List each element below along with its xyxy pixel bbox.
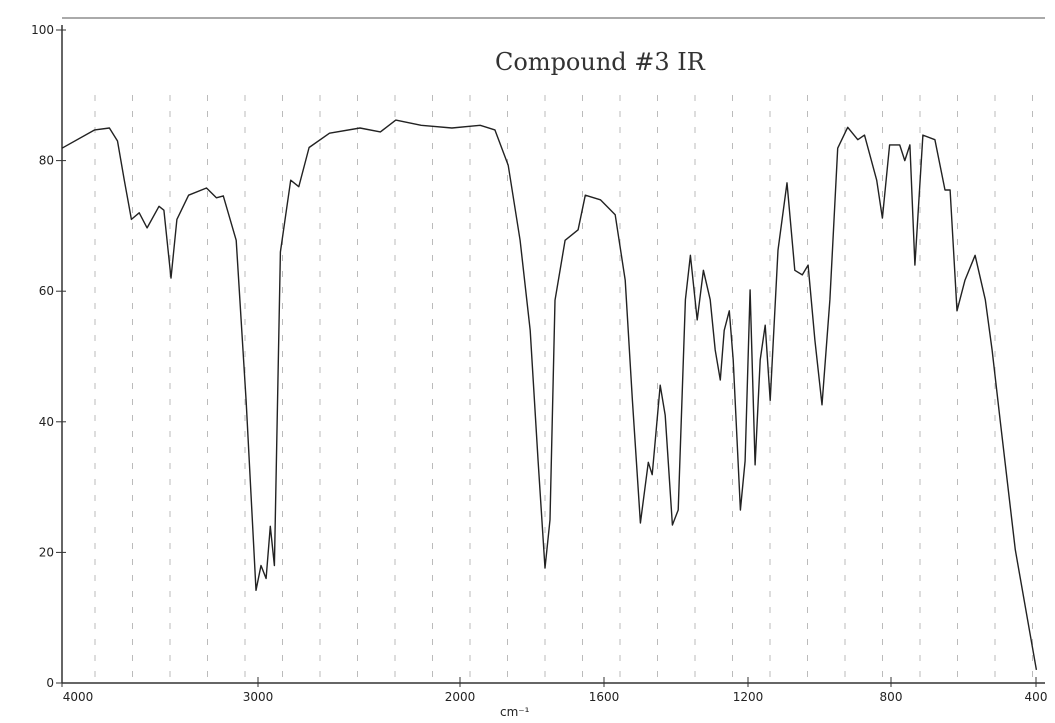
- x-tick-label: 2000: [445, 690, 476, 704]
- chart-title: Compound #3 IR: [495, 48, 706, 76]
- y-tick-label: 40: [39, 415, 54, 429]
- x-tick-label: 3000: [243, 690, 274, 704]
- y-tick-label: 60: [39, 284, 54, 298]
- x-tick-label: 4000: [63, 690, 94, 704]
- x-tick-label: 800: [880, 690, 903, 704]
- y-tick-label: 80: [39, 154, 54, 168]
- y-tick-label: 100: [31, 23, 54, 37]
- y-tick-label: 0: [46, 676, 54, 690]
- x-tick-label: 1200: [733, 690, 764, 704]
- x-tick-label: 400: [1025, 690, 1048, 704]
- x-axis-label: cm⁻¹: [500, 705, 530, 719]
- x-tick-label: 1600: [589, 690, 620, 704]
- y-tick-label: 20: [39, 545, 54, 559]
- spectrum-line: [61, 119, 1038, 671]
